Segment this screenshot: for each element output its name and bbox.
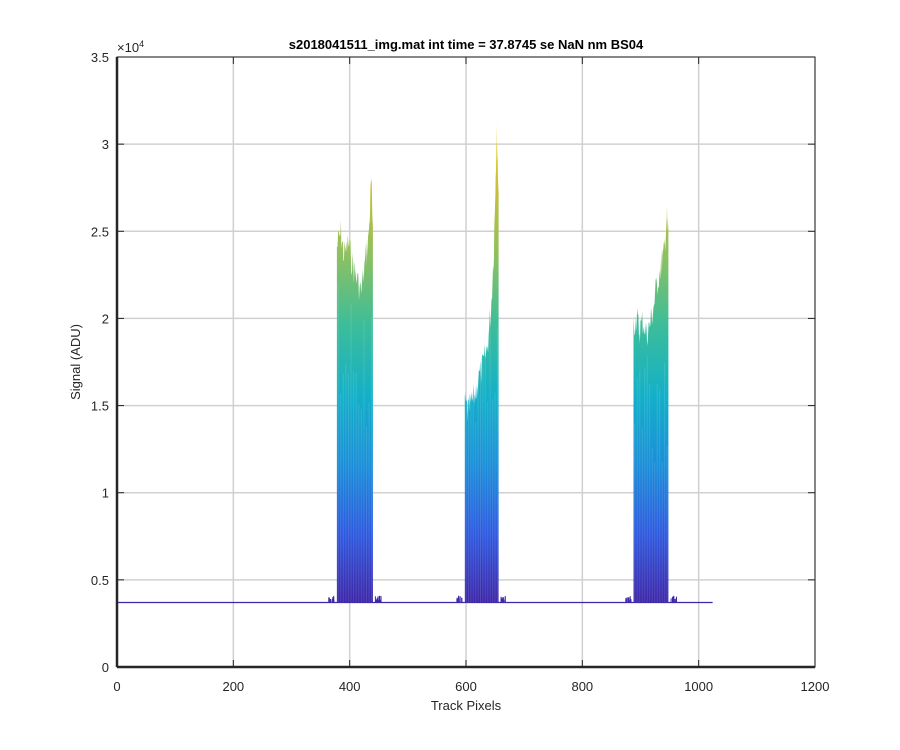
y-tick-label: 1 — [102, 486, 109, 501]
x-tick-label: 0 — [113, 679, 120, 694]
chart-title: s2018041511_img.mat int time = 37.8745 s… — [289, 37, 644, 52]
x-tick-label: 800 — [571, 679, 593, 694]
peak-area — [633, 206, 669, 603]
y-tick-label: 0 — [102, 660, 109, 675]
y-tick-label: 0.5 — [91, 573, 109, 588]
x-tick-labels: 0 200 400 600 800 1000 1200 — [113, 57, 829, 694]
y-tick-label: 1.5 — [91, 399, 109, 414]
peak-3 — [625, 206, 678, 603]
x-axis-label: Track Pixels — [431, 698, 502, 713]
y-tick-label: 3.5 — [91, 50, 109, 65]
peak-area — [336, 177, 373, 603]
x-tick-label: 200 — [222, 679, 244, 694]
peak-1 — [328, 177, 382, 603]
x-tick-label: 1200 — [801, 679, 830, 694]
y-tick-labels: 0 0.5 1 1.5 2 2.5 3 3.5 — [91, 50, 815, 675]
y-exponent-label: ×104 — [117, 39, 144, 55]
y-tick-label: 2.5 — [91, 224, 109, 239]
x-tick-label: 600 — [455, 679, 477, 694]
peak-area — [464, 123, 499, 603]
y-axis-label: Signal (ADU) — [68, 324, 83, 400]
data-layer — [117, 123, 713, 604]
x-tick-label: 1000 — [684, 679, 713, 694]
x-tick-label: 400 — [339, 679, 361, 694]
y-tick-label: 2 — [102, 311, 109, 326]
peak-2 — [456, 123, 506, 603]
y-tick-label: 3 — [102, 137, 109, 152]
